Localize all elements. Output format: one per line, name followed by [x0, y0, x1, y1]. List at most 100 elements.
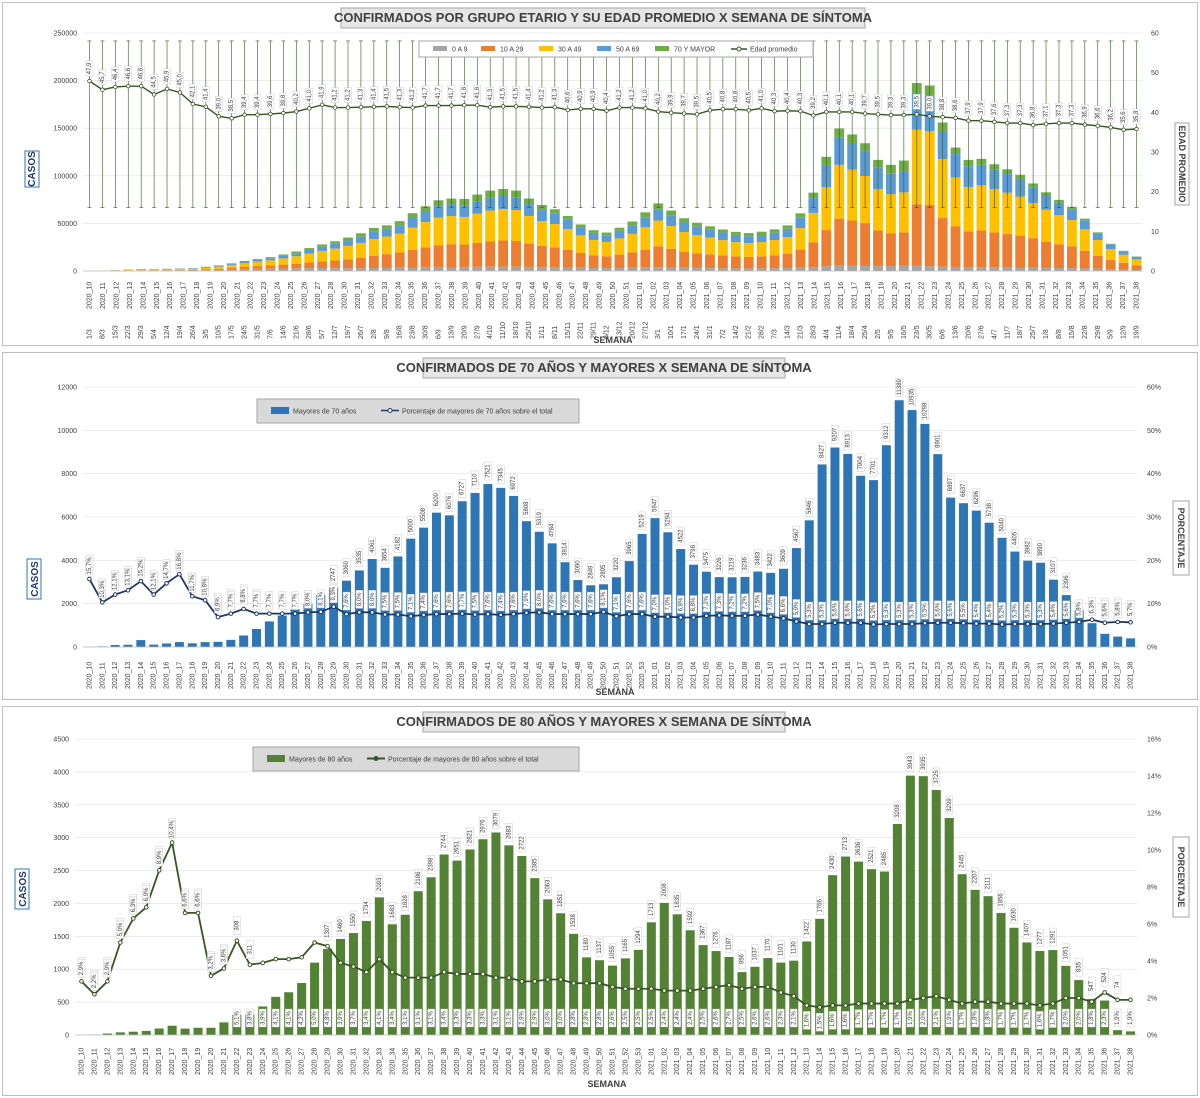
x-date-label: 15/11	[565, 322, 572, 339]
x-tick-label: 2020_28	[328, 282, 335, 309]
value-label-box	[518, 833, 526, 853]
percent-label-box	[1088, 597, 1096, 616]
bar-segment-0-a-9	[330, 268, 340, 271]
value-label-box	[689, 542, 698, 561]
percent-point	[562, 611, 568, 617]
x-tick-label: 2020_53	[639, 662, 646, 689]
avg-age-point	[138, 83, 144, 89]
percent-label: 2,5%	[740, 1011, 746, 1025]
x-tick-label: 2020_28	[318, 662, 325, 689]
y-axis-title: CASOS	[30, 561, 41, 597]
avg-age-label-box	[1016, 102, 1024, 119]
avg-age-point	[1134, 126, 1139, 132]
percent-label-box	[818, 601, 826, 621]
percent-label-box	[1114, 599, 1122, 619]
bar	[187, 643, 197, 647]
value-label: 3219	[730, 557, 736, 571]
x-tick-label: 2020_52	[626, 662, 633, 689]
bar-segment-0-a-9	[847, 265, 858, 271]
bar-segment-30-a-49	[330, 248, 340, 261]
value-label-box	[854, 839, 863, 858]
avg-age-point	[1095, 123, 1100, 129]
percent-label-box	[505, 1008, 513, 1028]
percent-label: 5,6%	[833, 602, 839, 616]
x-date-label: 4/7	[991, 329, 998, 339]
bar-segment-70-y-mayor	[330, 241, 340, 244]
x-tick-label: 2020_34	[389, 1048, 396, 1075]
x-tick-label: 2021_01	[637, 282, 644, 309]
bar-segment-10-a-29	[511, 241, 521, 267]
avg-age-label: 46,6	[139, 67, 145, 79]
value-label: 7701	[871, 460, 877, 474]
percent-label: 2,5%	[623, 1011, 629, 1025]
bar	[970, 889, 980, 1035]
percent-label: 3,0%	[545, 1011, 551, 1025]
percent-label: 2,0%	[921, 1011, 927, 1025]
x-date-label: 27/6	[978, 325, 985, 339]
bar-segment-70-y-mayor	[304, 248, 315, 250]
percent-label: 1,7%	[999, 1011, 1005, 1025]
x-tick-label: 2021_07	[726, 1048, 733, 1075]
avg-age-label-box	[512, 86, 520, 102]
bar-segment-50-a-69	[317, 246, 328, 251]
avg-age-label-box	[460, 84, 469, 101]
percent-point	[986, 621, 992, 626]
x-tick-label: 2020_39	[462, 282, 469, 309]
avg-age-label: 39,8	[281, 94, 287, 106]
avg-age-label-box	[202, 86, 210, 102]
bar	[174, 642, 184, 647]
y2-tick-label: 0	[1151, 269, 1155, 276]
x-tick-label: 2021_37	[1115, 662, 1122, 689]
value-label: 2398	[429, 857, 435, 871]
percent-point	[884, 621, 889, 627]
x-tick-label: 2021_02	[661, 1048, 668, 1075]
percent-label: 3,1%	[429, 1011, 435, 1025]
percent-label: 7,6%	[485, 594, 491, 608]
x-tick-label: 2021_15	[832, 662, 839, 689]
x-tick-label: 2020_13	[117, 1048, 124, 1075]
x-tick-label: 2021_24	[946, 1048, 953, 1075]
bar-segment-0-a-9	[924, 266, 935, 271]
bar	[504, 845, 514, 1035]
value-label-box	[921, 401, 929, 421]
x-tick-label: 2021_04	[677, 282, 684, 309]
bar-segment-0-a-9	[666, 267, 677, 271]
bar-segment-30-a-49	[549, 224, 560, 248]
x-tick-label: 2020_45	[532, 1048, 539, 1075]
percent-label-box	[946, 600, 955, 619]
percent-label-box	[509, 591, 518, 611]
bar	[659, 902, 669, 1035]
bar-segment-10-a-29	[433, 245, 444, 268]
percent-label-box	[90, 972, 99, 991]
x-tick-label: 2021_13	[804, 1048, 811, 1075]
bar-segment-10-a-29	[588, 255, 599, 269]
percent-label-box	[569, 1008, 578, 1028]
bar-segment-10-a-29	[1002, 234, 1013, 268]
percent-label-box	[394, 592, 402, 611]
avg-age-label: 38,5	[229, 99, 235, 111]
avg-age-label-box	[861, 93, 869, 109]
percent-label-box	[880, 1009, 889, 1028]
x-date-label: 27/12	[642, 321, 649, 339]
percent-point	[1051, 621, 1056, 626]
percent-label: 1,5%	[817, 1015, 823, 1029]
x-tick-label: 2020_50	[597, 1048, 604, 1075]
y2-tick-label: 10	[1151, 229, 1159, 236]
bar-segment-10-a-29	[394, 252, 405, 268]
percent-label-box	[854, 1009, 863, 1028]
percent-label-box	[686, 1008, 694, 1028]
percent-label: 2,5%	[701, 1011, 707, 1025]
percent-label: 8,0%	[370, 592, 376, 606]
x-tick-label: 2021_28	[998, 1048, 1005, 1075]
y-tick-label: 1500	[53, 934, 69, 941]
percent-label-box	[388, 1008, 397, 1028]
percent-point	[896, 621, 902, 627]
avg-age-label: 42,1	[190, 85, 196, 97]
legend-swatch	[267, 755, 285, 762]
avg-age-point	[216, 114, 221, 119]
legend-swatch	[597, 46, 611, 51]
x-tick-label: 2021_16	[838, 282, 845, 309]
value-label: 2445	[960, 854, 966, 868]
x-tick-label: 2021_22	[922, 662, 929, 689]
bar	[633, 949, 643, 1035]
